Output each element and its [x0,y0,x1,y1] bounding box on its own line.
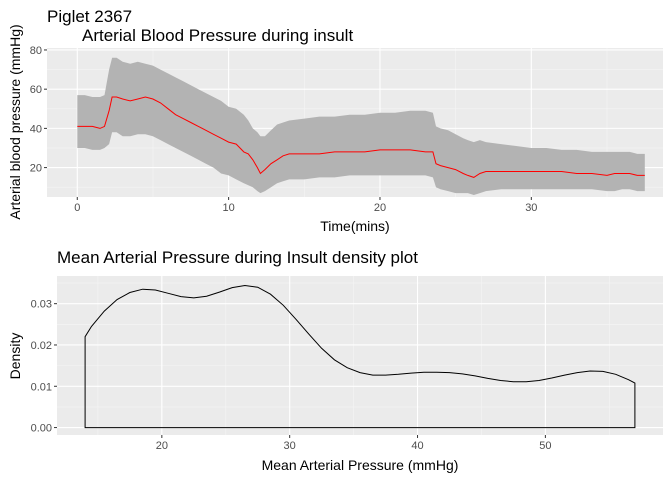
bp-y-tick-label: 20 [30,163,42,175]
density-x-tick-label: 40 [411,440,423,452]
bp-y-tick-label: 40 [30,123,42,135]
density-panel-background [57,276,663,435]
density-chart-title: Mean Arterial Pressure during Insult den… [57,248,418,267]
bp-x-axis-label: Time(mins) [320,218,389,234]
density-y-tick-label: 0.01 [31,381,52,393]
density-y-tick-label: 0.00 [31,423,52,435]
bp-x-tick-label: 30 [525,202,537,214]
density-y-tick-label: 0.02 [31,340,52,352]
bp-chart-title: Arterial Blood Pressure during insult [82,26,353,45]
bp-x-tick-label: 10 [222,202,234,214]
density-x-tick-label: 50 [539,440,551,452]
bp-y-tick-label: 80 [30,45,42,57]
density-x-axis-label: Mean Arterial Pressure (mmHg) [262,457,459,473]
bp-chart: Arterial Blood Pressure during insult 0 1… [7,24,663,234]
density-y-ticks: 0.00 0.01 0.02 0.03 [31,299,57,435]
density-gridlines [57,276,663,435]
bp-ribbon [77,57,645,195]
bp-x-tick-label: 20 [374,202,386,214]
bp-y-tick-label: 60 [30,84,42,96]
density-x-tick-label: 30 [284,440,296,452]
density-curve [84,284,636,429]
bp-y-axis-label: Arterial blood pressure (mmHg) [7,24,23,219]
density-chart: Mean Arterial Pressure during Insult den… [7,248,663,473]
bp-x-ticks: 0 10 20 30 [74,197,537,214]
bp-y-ticks: 20 40 60 80 [30,45,47,175]
bp-x-tick-label: 0 [74,202,80,214]
page-title: Piglet 2367 [47,7,132,26]
density-x-ticks: 20 30 40 50 [156,435,552,452]
density-x-tick-label: 20 [156,440,168,452]
density-y-tick-label: 0.03 [31,299,52,311]
density-y-axis-label: Density [7,333,23,380]
bp-mean-line [77,96,645,178]
